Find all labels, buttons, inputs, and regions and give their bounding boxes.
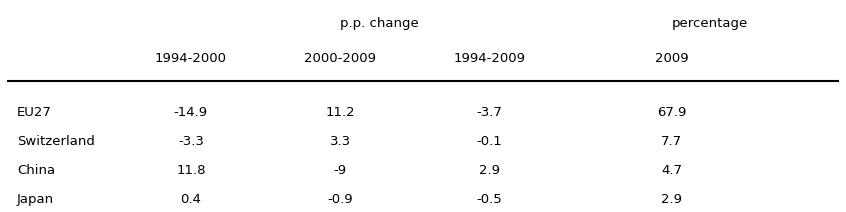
Text: Japan: Japan: [17, 193, 54, 206]
Text: 7.7: 7.7: [662, 135, 682, 148]
Text: -3.7: -3.7: [476, 106, 503, 119]
Text: 2.9: 2.9: [662, 193, 682, 206]
Text: p.p. change: p.p. change: [340, 17, 419, 30]
Text: 2009: 2009: [655, 52, 689, 65]
Text: -0.1: -0.1: [476, 135, 503, 148]
Text: 0.4: 0.4: [180, 193, 201, 206]
Text: -3.3: -3.3: [178, 135, 204, 148]
Text: 67.9: 67.9: [657, 106, 686, 119]
Text: -14.9: -14.9: [173, 106, 208, 119]
Text: 1994-2000: 1994-2000: [155, 52, 227, 65]
Text: 2.9: 2.9: [479, 164, 500, 177]
Text: -0.5: -0.5: [476, 193, 503, 206]
Text: 4.7: 4.7: [662, 164, 682, 177]
Text: 11.8: 11.8: [176, 164, 206, 177]
Text: 11.2: 11.2: [325, 106, 355, 119]
Text: 3.3: 3.3: [330, 135, 350, 148]
Text: 1994-2009: 1994-2009: [453, 52, 525, 65]
Text: percentage: percentage: [672, 17, 748, 30]
Text: China: China: [17, 164, 55, 177]
Text: Switzerland: Switzerland: [17, 135, 95, 148]
Text: -0.9: -0.9: [327, 193, 353, 206]
Text: -9: -9: [333, 164, 347, 177]
Text: 2000-2009: 2000-2009: [304, 52, 376, 65]
Text: EU27: EU27: [17, 106, 52, 119]
